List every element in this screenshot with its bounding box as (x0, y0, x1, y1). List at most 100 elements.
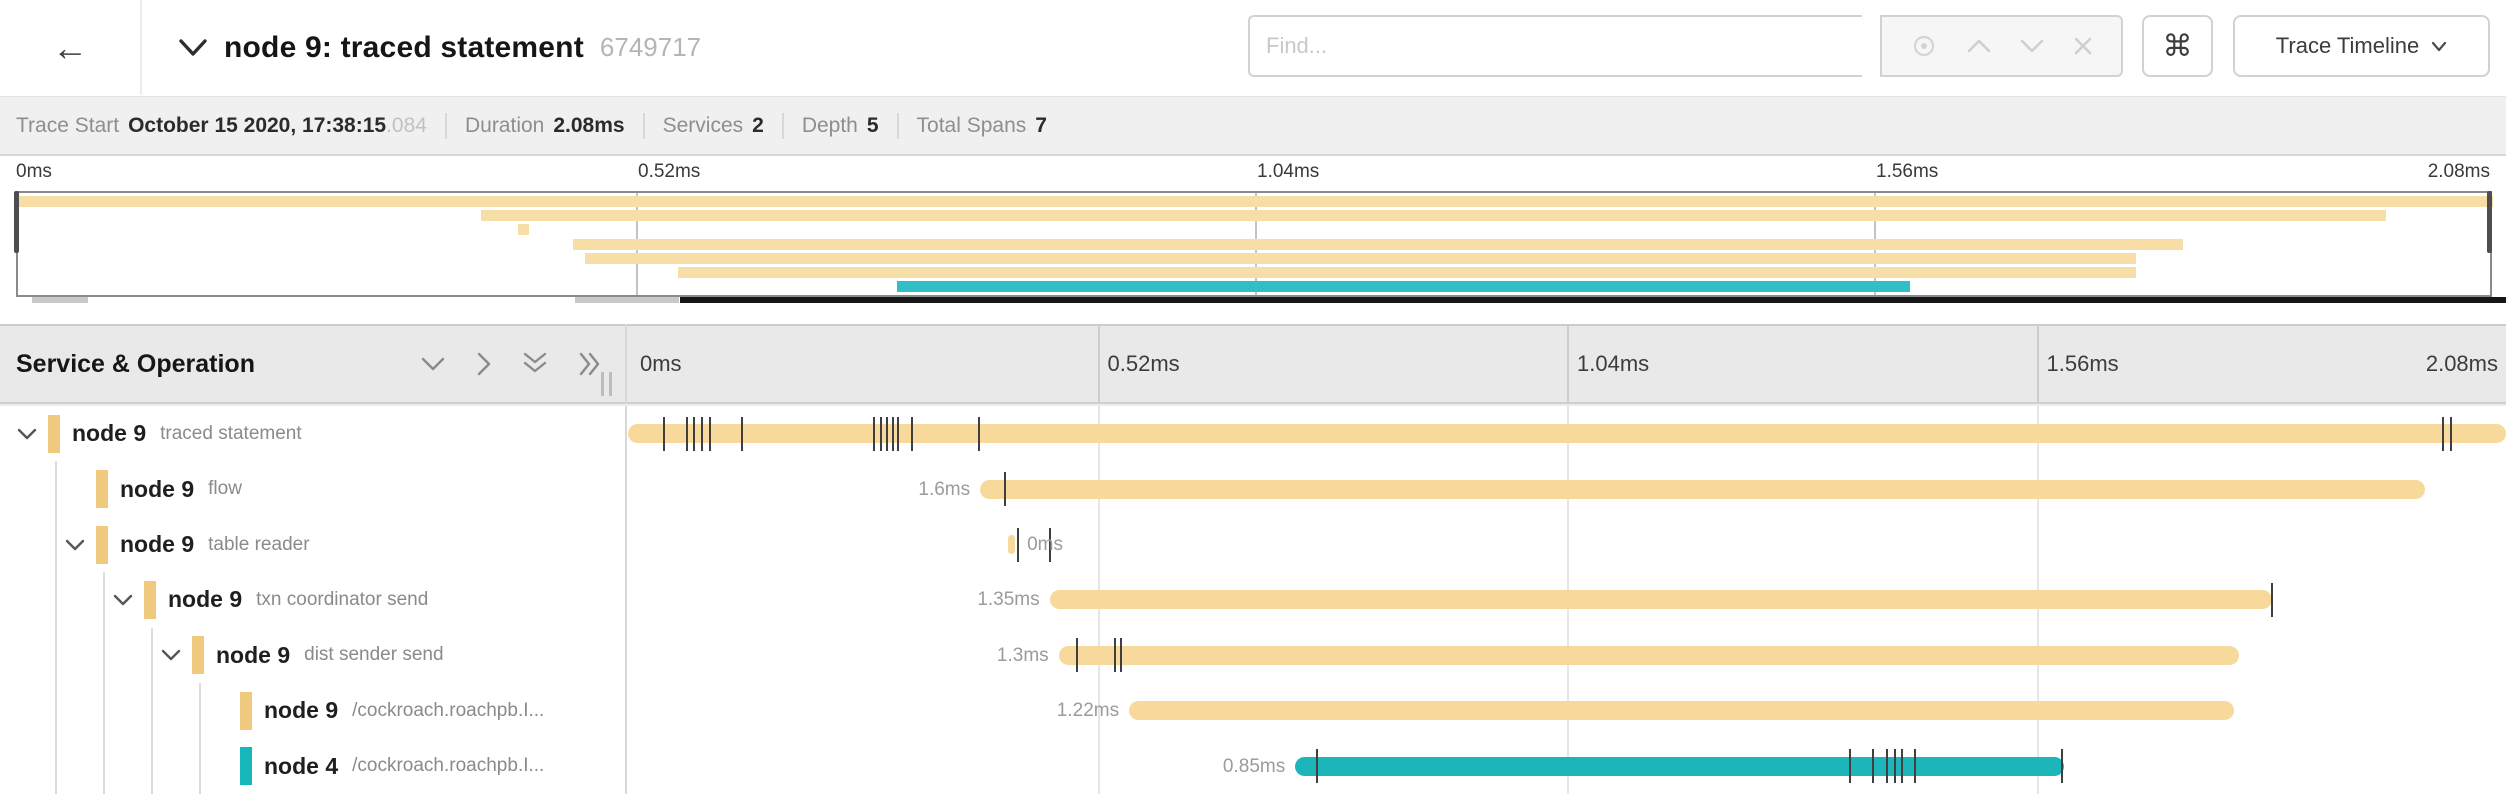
trace-minimap[interactable] (16, 191, 2493, 297)
expand-all-icon[interactable] (578, 351, 604, 377)
span-log-tick[interactable] (886, 416, 889, 451)
span-log-tick[interactable] (1885, 749, 1888, 784)
span-log-tick[interactable] (911, 416, 914, 451)
indent-guide (199, 683, 201, 794)
span-duration-label: 1.22ms (1056, 700, 1120, 722)
chevron-down-icon[interactable] (14, 406, 40, 461)
span-bar[interactable] (1008, 535, 1016, 555)
chevron-down-icon[interactable] (110, 572, 136, 627)
summary-label: Trace Start (16, 113, 120, 137)
span-log-tick[interactable] (1017, 527, 1020, 562)
span-log-tick[interactable] (709, 416, 712, 451)
span-log-tick[interactable] (879, 416, 882, 451)
span-bar[interactable] (1049, 590, 2273, 610)
span-log-tick[interactable] (1048, 527, 1051, 562)
column-resize-grip[interactable] (601, 372, 612, 396)
timeline-axis-label: 0.52ms (1107, 351, 1180, 376)
summary-value: 7 (1035, 113, 1047, 137)
minimap-span-bar (896, 281, 1910, 293)
summary-value-muted: .084 (386, 113, 427, 137)
summary-value: 2 (752, 113, 764, 137)
scroll-thumb[interactable] (680, 297, 2506, 303)
span-log-tick[interactable] (1848, 749, 1851, 784)
span-log-tick[interactable] (1913, 749, 1916, 784)
span-tree-label: node 9/cockroach.roachpb.I... (240, 683, 544, 738)
span-log-tick[interactable] (1872, 749, 1875, 784)
left-scrubber-handle[interactable] (14, 191, 19, 253)
span-log-tick[interactable] (685, 416, 688, 451)
span-service-name: node 9 (168, 586, 243, 613)
span-bar[interactable] (628, 424, 2506, 444)
span-row[interactable]: node 9 traced statement (0, 406, 2506, 461)
minimap-axis-label: 0ms (16, 161, 52, 182)
service-color-bar (240, 691, 252, 730)
span-log-tick[interactable] (701, 416, 704, 451)
expand-one-icon[interactable] (476, 351, 492, 377)
prev-match-icon[interactable] (1966, 38, 1992, 54)
summary-value: October 15 2020, 17:38:15.084 (128, 113, 427, 137)
minimap-span-bar (17, 196, 2493, 207)
minimap-span-bar (584, 252, 2136, 264)
span-rows: node 9 traced statement node 9 flow 1.6ms nod… (0, 404, 2506, 794)
summary-divider (896, 112, 899, 139)
span-log-tick[interactable] (740, 416, 743, 451)
span-log-tick[interactable] (663, 416, 666, 451)
span-log-tick[interactable] (872, 416, 875, 451)
span-operation-name: txn coordinator send (256, 588, 429, 610)
span-row[interactable]: node 4/cockroach.roachpb.I... 0.85ms (0, 739, 2506, 794)
span-log-tick[interactable] (1315, 749, 1318, 784)
span-bar[interactable] (1129, 701, 2235, 721)
back-button[interactable]: ← (0, 0, 142, 95)
chevron-down-icon[interactable] (178, 38, 208, 57)
span-bar[interactable] (1058, 645, 2239, 665)
trace-view-selector[interactable]: Trace Timeline (2233, 15, 2490, 77)
arrow-left-icon: ← (52, 26, 88, 68)
span-row[interactable]: node 9 flow 1.6ms (0, 461, 2506, 516)
chevron-down-icon[interactable] (158, 628, 184, 683)
span-bar[interactable] (980, 479, 2425, 499)
summary-item: Trace Start October 15 2020, 17:38:15.084 (16, 114, 427, 138)
span-log-tick[interactable] (896, 416, 899, 451)
trace-title-group: node 9: traced statement 6749717 (178, 0, 701, 95)
next-match-icon[interactable] (2019, 38, 2045, 54)
top-nav: ← node 9: traced statement 6749717 (0, 0, 2506, 95)
span-tree-label: node 9 table reader (96, 517, 310, 572)
summary-label: Duration (464, 113, 545, 137)
minimap-span-bar (572, 238, 2184, 250)
span-log-tick[interactable] (978, 416, 981, 451)
summary-item: Depth 5 (802, 114, 879, 138)
span-log-tick[interactable] (1075, 638, 1078, 673)
span-row[interactable]: node 9/cockroach.roachpb.I... 1.22ms (0, 683, 2506, 738)
clear-search-icon[interactable] (2073, 36, 2093, 56)
summary-divider (444, 112, 447, 139)
span-duration-label: 0.85ms (1222, 755, 1286, 777)
timeline-axis-label: 1.04ms (1577, 351, 1650, 376)
chevron-down-icon (2431, 41, 2447, 52)
keyboard-shortcuts-button[interactable]: ⌘ (2142, 15, 2213, 77)
span-log-tick[interactable] (1893, 749, 1896, 784)
span-log-tick[interactable] (2441, 416, 2444, 451)
span-row[interactable]: node 9 table reader 0ms (0, 517, 2506, 572)
right-scrubber-handle[interactable] (2487, 191, 2492, 253)
chevron-down-icon[interactable] (62, 517, 88, 572)
span-log-tick[interactable] (1119, 638, 1122, 673)
collapse-one-icon[interactable] (420, 356, 446, 372)
span-log-tick[interactable] (1113, 638, 1116, 673)
find-input[interactable] (1248, 15, 1862, 77)
span-row[interactable]: node 9 txn coordinator send 1.35ms (0, 572, 2506, 627)
span-log-tick[interactable] (2449, 416, 2452, 451)
summary-item: Total Spans 7 (917, 114, 1047, 138)
span-log-tick[interactable] (1900, 749, 1903, 784)
span-row[interactable]: node 9 dist sender send 1.3ms (0, 628, 2506, 683)
span-log-tick[interactable] (692, 416, 695, 451)
minimap-span-bar (677, 267, 2136, 278)
span-bar[interactable] (1295, 756, 2064, 776)
locate-icon[interactable] (1910, 32, 1938, 60)
span-log-tick[interactable] (1004, 472, 1007, 507)
span-tree-label: node 9 dist sender send (192, 628, 444, 683)
span-log-tick[interactable] (2271, 582, 2274, 617)
span-duration-label: 1.3ms (996, 644, 1049, 666)
span-log-tick[interactable] (2060, 749, 2063, 784)
collapse-all-icon[interactable] (522, 351, 548, 377)
span-log-tick[interactable] (891, 416, 894, 451)
